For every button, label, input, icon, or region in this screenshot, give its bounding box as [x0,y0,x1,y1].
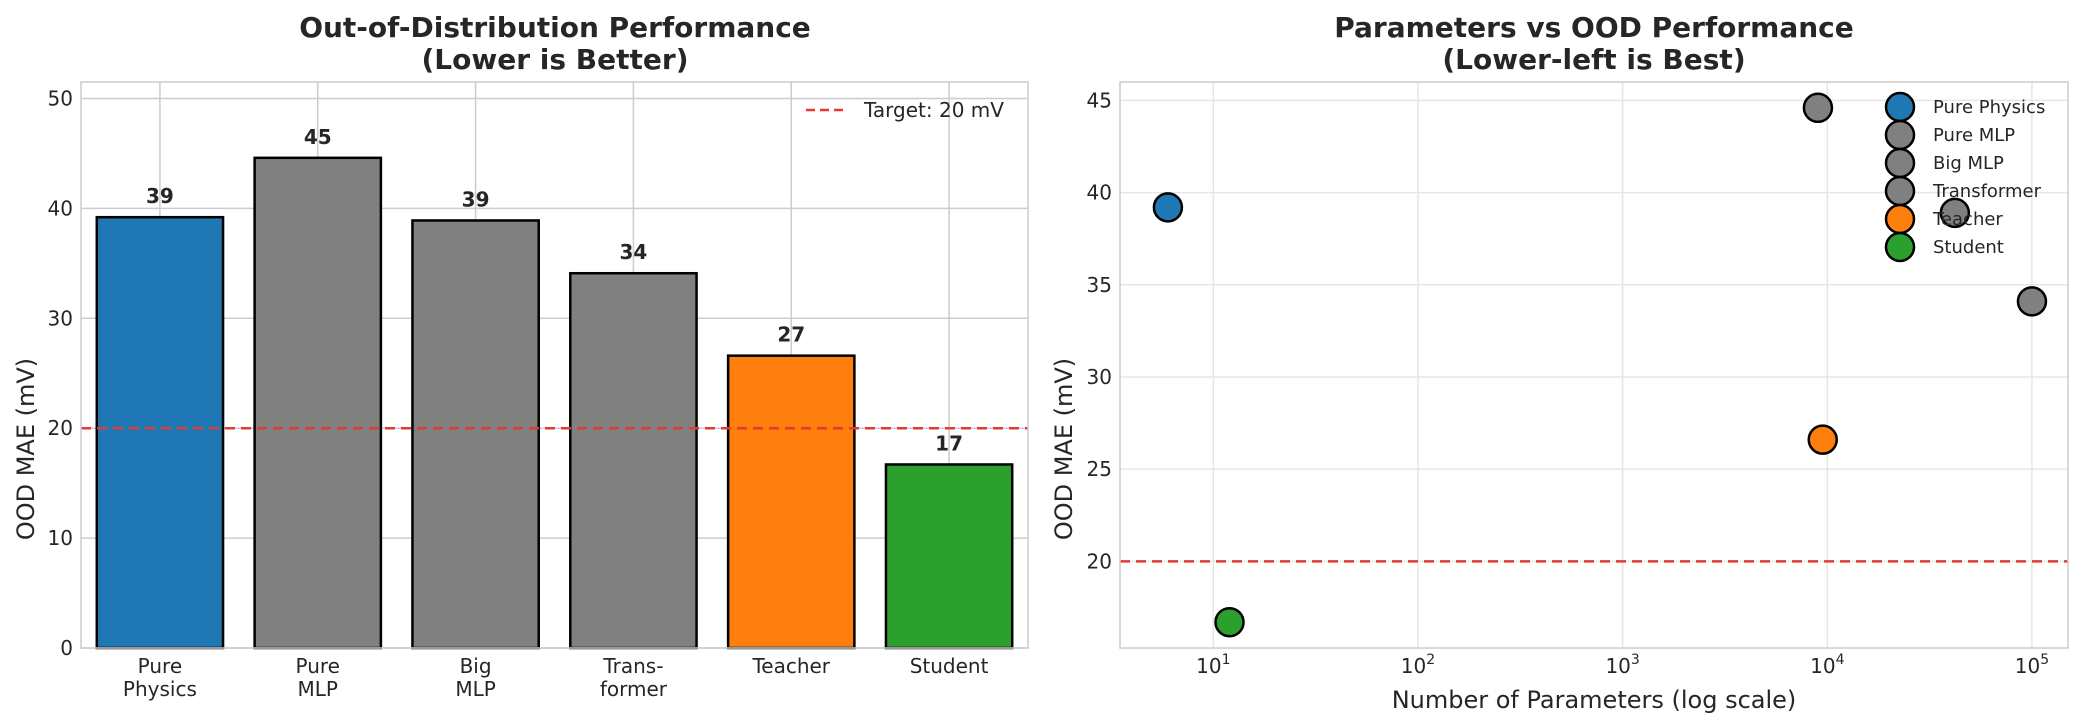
bar-data-label: 39 [462,187,490,211]
bar [726,354,856,650]
bar-chart-y-axis-label: OOD MAE (mV) [12,358,40,540]
y-tick-label: 40 [48,196,73,220]
legend-target-label: Target: 20 mV [863,98,1004,122]
x-tick-label: 102 [1401,652,1435,678]
y-tick-label: 10 [48,526,73,550]
y-tick-label: 45 [1087,88,1112,112]
scatter-chart-grid [1120,82,2068,648]
legend-label: Student [1933,237,2004,258]
bar-data-label: 17 [935,431,963,455]
bar-chart-frame [80,81,1029,649]
legend-marker [1884,231,1916,263]
x-tick-label: Pure [138,654,182,678]
scatter-point [1152,192,1184,223]
y-tick-label: 0 [60,636,73,660]
x-tick-label: 104 [1810,652,1844,678]
bar-chart-bars [95,156,1014,650]
bar-chart-y-ticks: 0 10 20 30 40 50 [48,86,73,660]
bar [569,271,698,650]
legend-marker [1884,91,1916,123]
y-tick-label: 50 [48,86,73,110]
legend-marker [1884,175,1916,207]
y-tick-label: 20 [48,416,73,440]
x-tick-label: MLP [298,677,338,701]
y-tick-label: 20 [1087,549,1112,573]
bar [253,156,383,650]
legend-label: Pure MLP [1933,125,2015,146]
x-tick-label: 101 [1196,652,1230,678]
scatter-chart-y-ticks: 20 25 30 35 40 45 [1087,88,1112,573]
scatter-chart-legend: Pure Physics Pure MLP Big MLP Transformer Te… [1884,91,2045,263]
scatter-chart-x-axis-label: Number of Parameters (log scale) [1392,686,1797,714]
x-tick-label: Trans- [602,654,663,678]
bar [884,463,1014,650]
bar-data-label: 45 [304,125,332,149]
legend-marker [1884,119,1916,151]
bar-data-label: 27 [777,323,805,347]
bar-chart-subtitle: (Lower is Better) [422,43,689,76]
x-tick-label: MLP [455,677,495,701]
x-tick-label: Pure [296,654,340,678]
legend-label: Big MLP [1933,153,2004,174]
scatter-point [1802,92,1834,124]
y-tick-label: 40 [1087,181,1112,205]
bar-data-label: 39 [146,184,174,208]
scatter-chart-panel: Parameters vs OOD Performance (Lower-lef… [1050,11,2069,714]
y-tick-label: 25 [1087,457,1112,481]
scatter-point [2016,286,2048,317]
x-tick-label: 103 [1605,652,1639,678]
x-tick-label: Physics [123,677,197,701]
bar-chart-x-ticks: PurePhysicsPureMLPBigMLPTrans-formerTeac… [123,654,989,701]
y-tick-label: 30 [48,306,73,330]
scatter-point [1939,197,1971,229]
x-tick-label: Big [460,654,492,678]
bar-chart-data-labels: 39 45 39 34 27 17 [146,125,963,456]
y-tick-label: 35 [1087,273,1112,297]
bar-chart-panel: Out-of-Distribution Performance (Lower i… [12,11,1029,701]
scatter-point [1807,424,1838,455]
x-tick-label: former [600,677,668,701]
scatter-chart-title: Parameters vs OOD Performance [1334,11,1854,44]
x-tick-label: Student [910,654,989,678]
legend-label: Pure Physics [1933,97,2045,118]
x-tick-label: 105 [2015,652,2049,678]
x-tick-label: Teacher [751,654,830,678]
y-tick-label: 30 [1087,365,1112,389]
bar-data-label: 34 [619,240,647,264]
scatter-chart-subtitle: (Lower-left is Best) [1442,43,1745,76]
legend-label: Transformer [1932,181,2042,202]
scatter-chart-frame [1119,81,2069,649]
scatter-point [1214,606,1245,638]
bar [95,215,225,650]
bar [411,219,540,650]
bar-chart-title: Out-of-Distribution Performance [299,11,811,44]
scatter-chart-x-ticks: 101 102 103 104 105 [1196,652,2049,678]
legend-label: Teacher [1932,209,2003,230]
legend-marker [1884,203,1916,235]
scatter-chart-points [1152,92,2048,638]
legend-marker [1884,147,1916,179]
scatter-chart-y-axis-label: OOD MAE (mV) [1050,358,1078,540]
bar-chart-legend: Target: 20 mV [806,98,1004,122]
